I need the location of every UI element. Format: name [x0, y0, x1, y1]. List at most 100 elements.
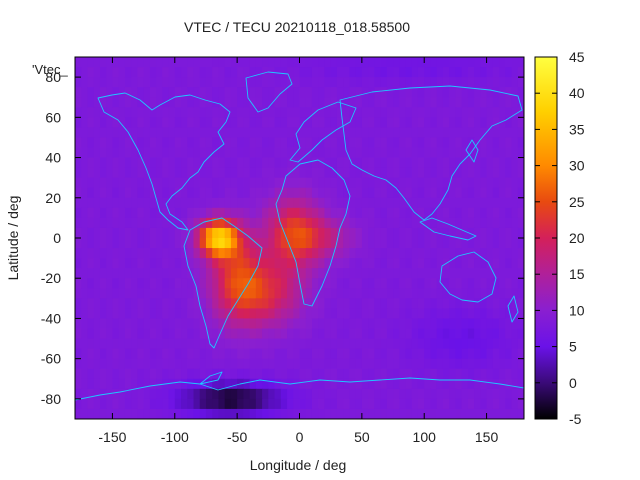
heatmap-cell — [199, 358, 207, 370]
heatmap-cell — [162, 207, 170, 219]
heatmap-cell — [106, 117, 114, 128]
heatmap-cell — [205, 338, 213, 350]
heatmap-cell — [224, 87, 232, 98]
heatmap-cell — [156, 87, 163, 98]
heatmap-cell — [492, 227, 500, 239]
heatmap-cell — [405, 298, 413, 309]
heatmap-cell — [243, 167, 251, 179]
heatmap-cell — [368, 278, 375, 289]
heatmap-cell — [417, 298, 425, 309]
heatmap-cell — [93, 177, 101, 189]
heatmap-cell — [492, 278, 500, 289]
heatmap-cell — [486, 147, 494, 159]
heatmap-cell — [237, 97, 244, 108]
heatmap-cell — [480, 288, 488, 299]
heatmap-cell — [187, 298, 195, 309]
heatmap-cell — [205, 278, 213, 289]
heatmap-cell — [318, 167, 326, 179]
heatmap-cell — [156, 368, 163, 380]
heatmap-cell — [75, 147, 82, 159]
heatmap-cell — [187, 358, 195, 370]
heatmap-cell — [293, 197, 301, 209]
heatmap-cell — [499, 137, 506, 149]
heatmap-cell — [181, 408, 188, 419]
heatmap-cell — [81, 398, 89, 410]
heatmap-cell — [511, 288, 519, 299]
heatmap-cell — [505, 77, 513, 88]
heatmap-cell — [193, 117, 201, 128]
heatmap-cell — [93, 127, 101, 139]
heatmap-cell — [424, 278, 432, 289]
heatmap-cell — [268, 137, 276, 149]
heatmap-cell — [181, 278, 188, 289]
heatmap-cell — [205, 157, 213, 169]
heatmap-cell — [380, 207, 388, 219]
heatmap-cell — [467, 308, 475, 320]
heatmap-cell — [511, 77, 519, 88]
heatmap-cell — [511, 97, 519, 108]
heatmap-cell — [399, 207, 407, 219]
heatmap-cell — [318, 147, 326, 159]
heatmap-cell — [218, 97, 226, 108]
heatmap-cell — [474, 248, 481, 259]
y-tick-label: -20 — [41, 270, 61, 286]
heatmap-cell — [274, 97, 282, 108]
heatmap-cell — [374, 147, 382, 159]
heatmap-cell — [455, 288, 463, 299]
heatmap-cell — [380, 157, 388, 169]
heatmap-cell — [249, 157, 257, 169]
heatmap-cell — [249, 127, 257, 139]
heatmap-cell — [318, 187, 326, 199]
heatmap-cell — [393, 147, 400, 159]
heatmap-cell — [380, 278, 388, 289]
heatmap-cell — [268, 398, 276, 410]
heatmap-cell — [330, 217, 338, 229]
colorbar-tick-label: 40 — [569, 85, 585, 101]
heatmap-cell — [243, 117, 251, 128]
heatmap-cell — [467, 57, 475, 68]
heatmap-cell — [181, 258, 188, 269]
heatmap-cell — [474, 97, 481, 108]
heatmap-cell — [156, 217, 163, 229]
heatmap-cell — [156, 147, 163, 159]
heatmap-cell — [343, 328, 350, 340]
heatmap-cell — [499, 388, 506, 400]
heatmap-cell — [230, 348, 238, 360]
heatmap-cell — [461, 268, 469, 279]
heatmap-cell — [143, 288, 151, 299]
heatmap-cell — [149, 268, 157, 279]
heatmap-cell — [249, 248, 257, 259]
heatmap-cell — [131, 137, 138, 149]
heatmap-cell — [181, 197, 188, 209]
heatmap-cell — [455, 97, 463, 108]
heatmap-cell — [299, 388, 307, 400]
heatmap-cell — [424, 368, 432, 380]
heatmap-cell — [280, 137, 288, 149]
heatmap-cell — [355, 57, 363, 68]
heatmap-cell — [112, 298, 120, 309]
heatmap-cell — [93, 137, 101, 149]
heatmap-cell — [293, 187, 301, 199]
heatmap-cell — [87, 137, 95, 149]
heatmap-cell — [492, 318, 500, 330]
heatmap-cell — [343, 258, 350, 269]
heatmap-cell — [205, 217, 213, 229]
heatmap-cell — [168, 298, 176, 309]
heatmap-cell — [374, 388, 382, 400]
heatmap-cell — [212, 77, 220, 88]
heatmap-cell — [424, 258, 432, 269]
heatmap-cell — [230, 338, 238, 350]
heatmap-cell — [149, 107, 157, 118]
heatmap-cell — [87, 77, 95, 88]
heatmap-cell — [467, 258, 475, 269]
heatmap-cell — [374, 318, 382, 330]
heatmap-cell — [124, 227, 132, 239]
heatmap-cell — [268, 217, 276, 229]
heatmap-cell — [149, 77, 157, 88]
heatmap-cell — [187, 177, 195, 189]
heatmap-cell — [249, 328, 257, 340]
heatmap-cell — [168, 167, 176, 179]
heatmap-cell — [517, 147, 524, 159]
heatmap-cell — [449, 378, 457, 390]
heatmap-cell — [511, 87, 519, 98]
